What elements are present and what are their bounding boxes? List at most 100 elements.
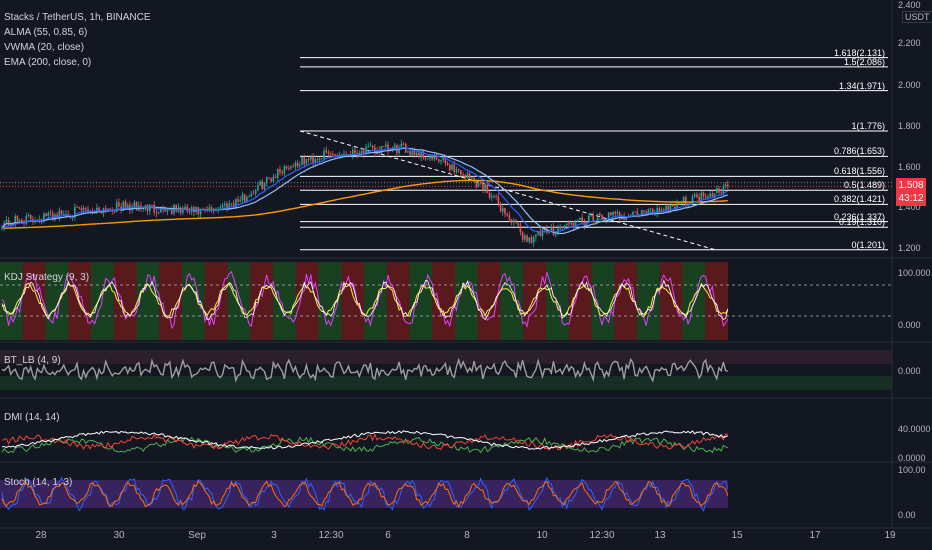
fib-level-label: 1(1.776) [851,120,885,131]
candle-body [493,195,495,197]
kdj-pane-title[interactable]: KDJ Strategy (9, 3) [4,272,90,283]
candle-body [340,154,343,155]
candle-body [25,216,28,224]
dmi-plus-line [1,436,728,454]
candle-body [438,159,440,162]
candle-body [643,210,645,212]
candle-body [581,217,583,223]
candle-body [360,150,363,153]
kdj-background-band [637,262,660,340]
candle-body [402,143,405,145]
candle-body [354,149,356,153]
candle-body [362,150,365,155]
candle-body [488,192,491,198]
candle-body [689,201,692,205]
candle-body [199,209,202,215]
candle-body [457,169,460,171]
candle-body [135,202,138,211]
candle-body [230,203,233,205]
symbol-title[interactable]: Stacks / TetherUS, 1h, BINANCE [4,12,151,23]
candle-body [252,193,255,195]
candle-body [521,231,524,240]
candle-body [387,144,389,152]
candle-body [62,213,65,215]
candle-body [559,226,561,229]
candle-body [720,192,722,194]
current-price-value: 1.508 [898,180,924,191]
candle-body [122,201,125,212]
date-label: 10 [536,530,548,541]
candle-body [235,199,237,208]
kdj-k-line [1,279,729,321]
candle-body [497,196,500,204]
candle-body [711,193,714,197]
candle-body [182,208,184,213]
candle-body [272,176,275,182]
candle-body [391,147,394,149]
candle-body [254,190,257,194]
bt-upper-zone [0,350,892,364]
bt-tick: 0.000 [898,366,921,376]
indicator-alma[interactable]: ALMA (55, 0.85, 6) [4,27,88,38]
kdj-background-band [22,262,46,340]
candle-body [464,175,467,179]
bt-pane-title[interactable]: BT_LB (4, 9) [4,355,61,366]
date-label: Sep [188,530,206,541]
candle-body [702,192,705,197]
candle-body [563,225,566,228]
candle-body [451,164,453,171]
candle-body [74,206,76,218]
candle-body [285,166,288,169]
fib-level-label: 1.5(2.086) [843,56,885,67]
candle-body [455,169,458,173]
candle-body [535,234,537,238]
kdj-background-band [705,262,728,340]
dmi-pane-title[interactable]: DMI (14, 14) [4,412,60,423]
bt-lower-zone [0,376,892,390]
candle-body [376,150,378,154]
candle-body [665,205,667,211]
kdj-background-band [45,262,69,340]
candle-body [501,208,504,212]
kdj-background-band [295,262,319,340]
candle-body [287,168,290,170]
dmi-tick: 0.0000 [898,453,926,463]
candle-body [67,213,69,216]
candle-body [429,155,431,159]
stoch-pane-title[interactable]: Stoch (14, 1, 3) [4,477,73,488]
indicator-ema[interactable]: EMA (200, close, 0) [4,57,92,68]
candle-body [166,209,169,212]
candle-body [369,145,372,147]
candle-body [632,211,634,216]
kdj-background-band [159,262,182,340]
candle-body [80,208,83,211]
date-label: 17 [809,530,821,541]
candle-body [321,158,323,160]
candle-body [367,146,370,148]
candle-body [504,208,506,214]
candle-body [640,210,643,215]
candle-body [96,207,98,212]
kdj-background-band [182,262,205,340]
candle-body [656,208,658,214]
kdj-background-band [591,262,615,340]
price-tick: 2.000 [898,80,921,90]
candle-body [98,207,100,211]
candle-body [486,184,489,193]
candle-body [524,235,526,240]
candle-body [228,203,231,209]
candle-body [420,151,422,158]
candle-body [126,204,129,208]
candle-body [433,154,436,160]
price-tick: 1.800 [898,121,921,131]
candle-body [726,184,729,187]
candle-body [442,157,445,161]
current-price-badge: 1.508 43:12 [896,178,926,206]
candle-body [263,182,266,190]
indicator-vwma[interactable]: VWMA (20, close) [4,42,85,53]
candle-body [519,225,522,232]
candle-body [634,211,636,213]
candle-body [1,228,3,230]
candle-body [45,213,47,216]
